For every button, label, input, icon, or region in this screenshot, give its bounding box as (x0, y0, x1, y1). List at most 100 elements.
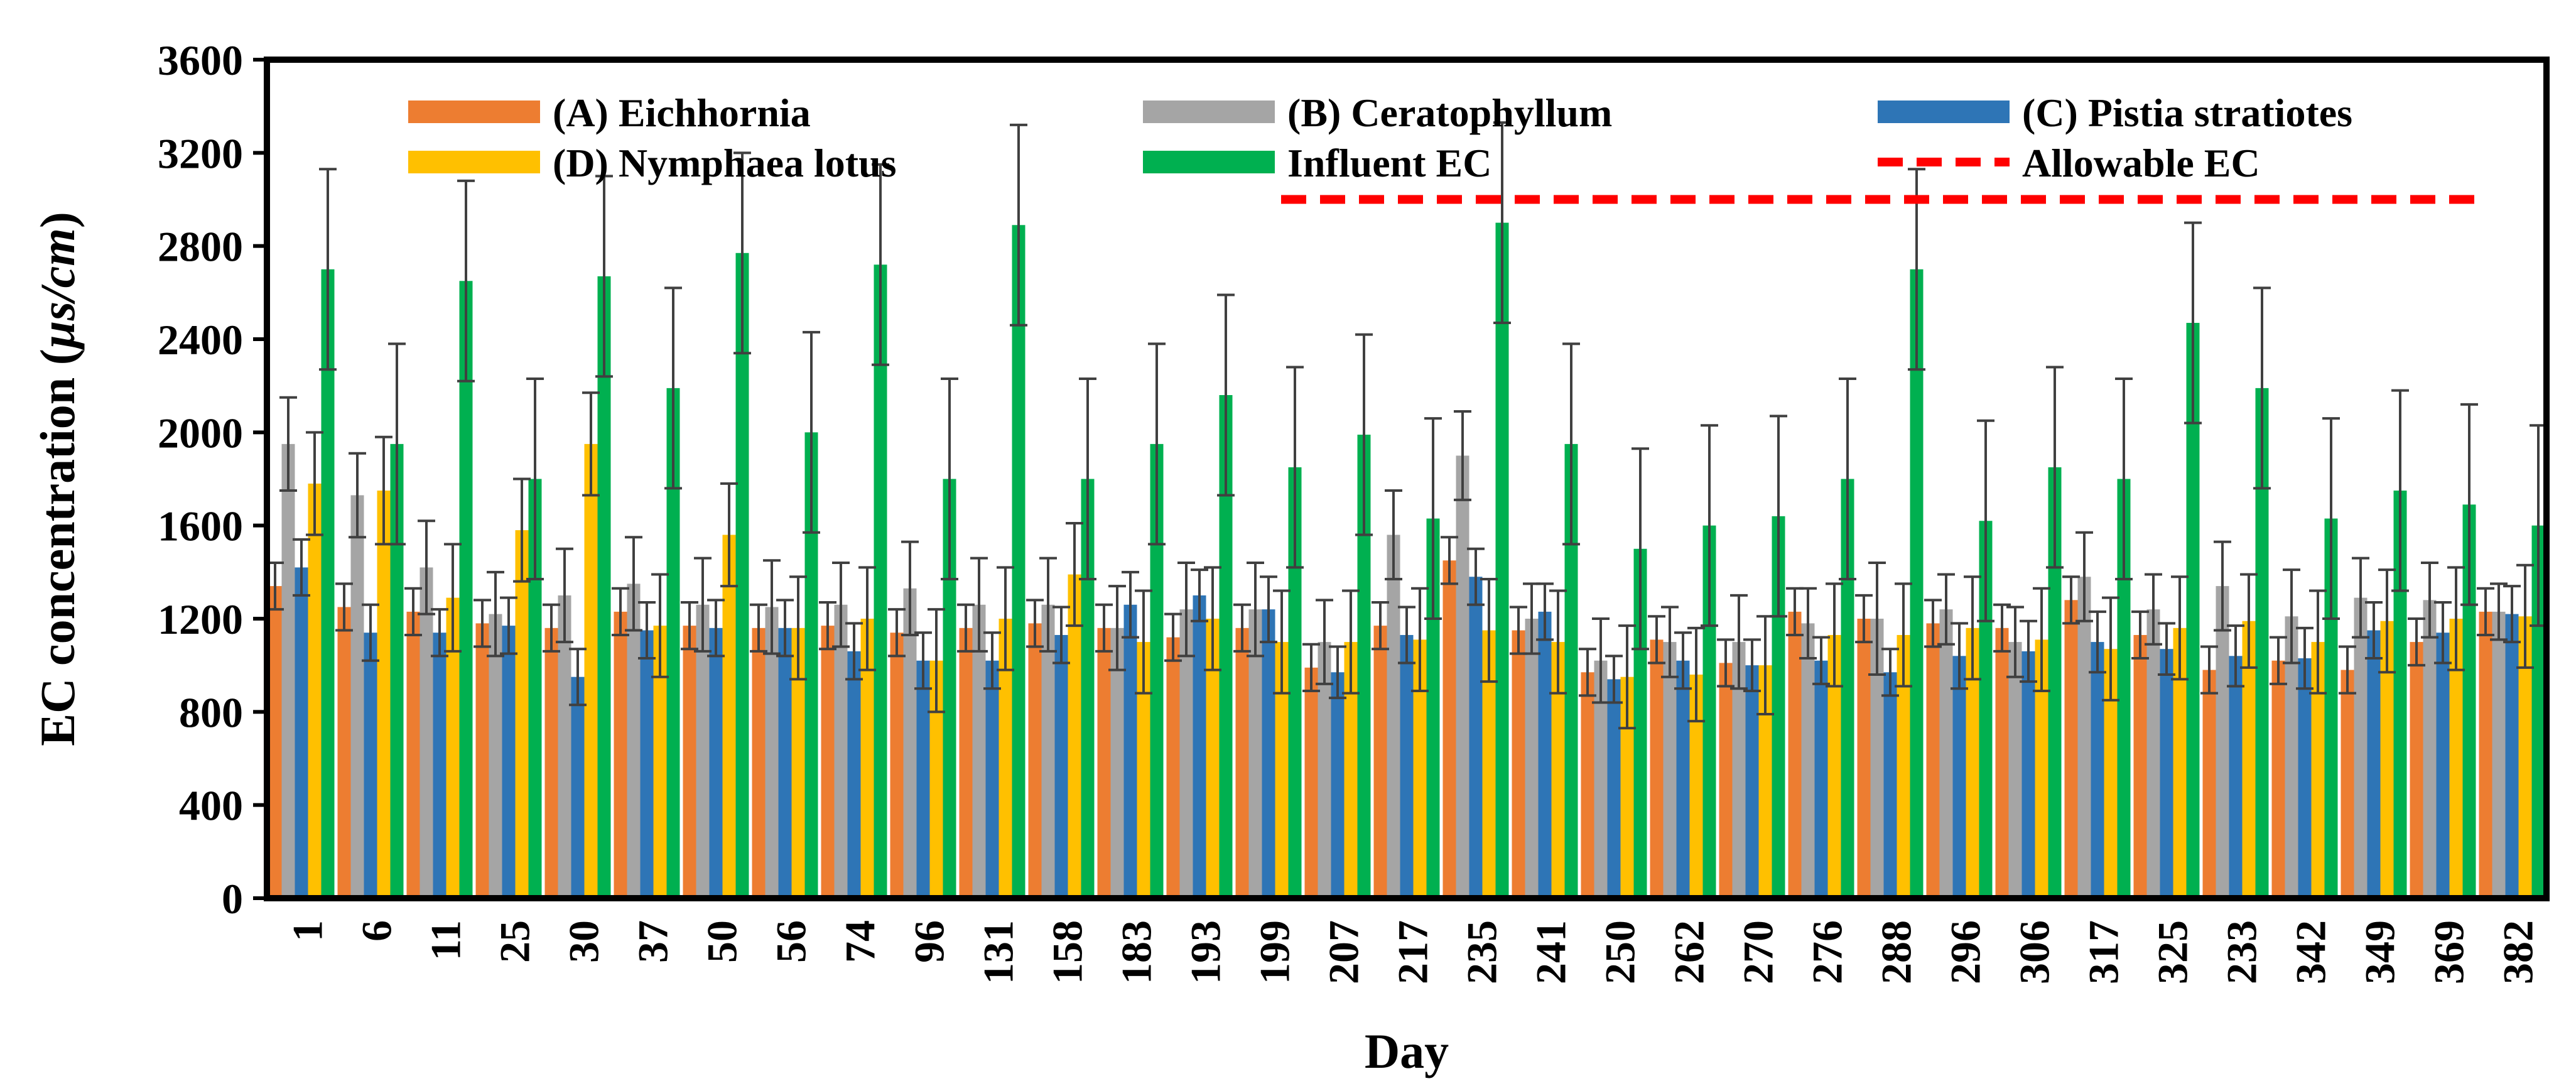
bar (1979, 521, 1993, 898)
bar (1318, 642, 1331, 898)
bar (502, 626, 516, 898)
x-tick-label: 193 (1181, 920, 1229, 984)
bar (2117, 479, 2131, 898)
bar (1068, 574, 1081, 898)
bar (1344, 642, 1358, 898)
bar (2255, 388, 2269, 898)
bar (1525, 619, 1539, 898)
bar (1262, 609, 1275, 898)
y-tick-label: 1600 (158, 502, 243, 550)
bar (765, 607, 779, 898)
bar (2380, 621, 2394, 898)
bar (860, 619, 874, 898)
y-tick-label: 400 (179, 782, 243, 830)
x-tick-label: 306 (2010, 920, 2058, 984)
bar (2035, 639, 2048, 898)
bar (791, 627, 805, 898)
bar (1179, 609, 1193, 898)
legend-swatch (1143, 100, 1275, 123)
bars-layer (268, 222, 2545, 899)
bar (1456, 455, 1469, 898)
bar (916, 660, 930, 898)
bar (350, 495, 364, 898)
bar (489, 614, 502, 898)
x-tick-label: 317 (2079, 920, 2127, 984)
y-tick-label: 2800 (158, 223, 243, 271)
bar (778, 627, 792, 898)
bar (1995, 627, 2009, 898)
bar (1413, 639, 1427, 898)
bar (597, 276, 611, 898)
bar (1400, 634, 1414, 898)
bar (364, 633, 377, 898)
bar (2505, 614, 2519, 898)
bar (943, 479, 956, 898)
y-axis-title-unit: µs/cm (30, 228, 85, 350)
bar (295, 567, 308, 898)
bar (1081, 479, 1095, 898)
bar (1772, 516, 1785, 898)
bar (2410, 642, 2423, 898)
bar (2271, 660, 2285, 898)
bar (2160, 649, 2173, 898)
bar (2462, 504, 2476, 898)
x-tick-label: 250 (1596, 920, 1643, 984)
bar (1745, 665, 1759, 898)
bar (666, 388, 680, 898)
bar (571, 676, 585, 898)
bar (752, 627, 766, 898)
x-tick-label: 369 (2425, 920, 2472, 984)
bar (929, 660, 943, 898)
bar (2367, 630, 2381, 898)
bar (1373, 626, 1387, 898)
error-bars-layer (266, 121, 2547, 730)
bar (1387, 535, 1400, 898)
x-tick-label: 183 (1112, 920, 1160, 984)
x-tick-label: 30 (560, 920, 607, 963)
x-tick-label: 37 (629, 920, 676, 963)
bar (1137, 642, 1150, 898)
bar (1028, 623, 1042, 898)
bar (1193, 595, 1206, 898)
legend-swatch (1878, 100, 2010, 123)
bar (1620, 676, 1634, 898)
bar (1676, 660, 1690, 898)
x-tick-label: 270 (1734, 920, 1782, 984)
x-tick-label: 382 (2494, 920, 2541, 984)
y-axis-title: EC concentration (µs/cm) (30, 212, 85, 746)
bar (2518, 616, 2532, 898)
bar (834, 604, 848, 898)
x-tick-label: 262 (1665, 920, 1713, 984)
x-tick-label: 158 (1043, 920, 1091, 984)
y-tick-label: 2000 (158, 409, 243, 457)
x-tick-label: 349 (2356, 920, 2403, 984)
bar (735, 252, 749, 899)
plot-frame (264, 57, 2550, 901)
bar (804, 432, 818, 898)
x-tick-label: 6 (352, 920, 400, 942)
bar (821, 626, 835, 898)
x-tick-label: 233 (2217, 920, 2265, 984)
bar (1926, 623, 1940, 898)
bar (2091, 642, 2104, 898)
bar (2146, 609, 2160, 898)
bar (2436, 633, 2450, 898)
bar (1732, 642, 1746, 898)
bar (459, 281, 473, 899)
bar (2354, 597, 2368, 898)
y-tick-label: 3600 (158, 36, 243, 84)
bar (2449, 619, 2463, 898)
x-tick-label: 11 (421, 920, 469, 960)
x-tick-label: 1 (283, 920, 331, 942)
bar (558, 595, 571, 898)
bar (1758, 665, 1772, 898)
bar (1426, 518, 1440, 898)
bar (2242, 621, 2256, 898)
bar (627, 584, 641, 898)
bar (419, 567, 433, 898)
x-tick-label: 50 (698, 920, 745, 963)
y-axis-title-suffix: ) (30, 212, 85, 228)
bar (1966, 627, 1979, 898)
x-tick-label: 131 (974, 920, 1022, 984)
bar (2531, 525, 2545, 898)
